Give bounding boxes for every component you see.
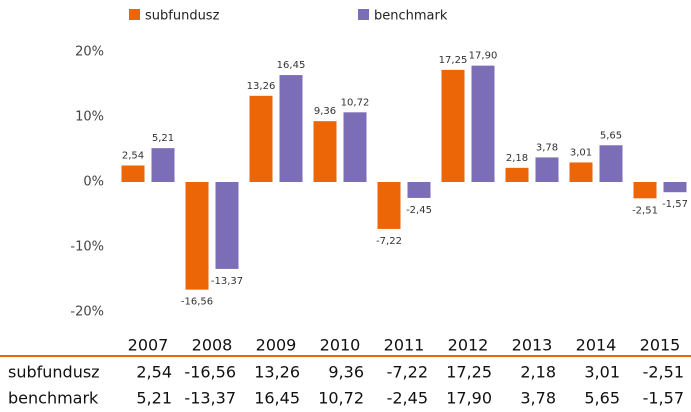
y-tick-label: -10%: [70, 240, 104, 255]
legend-swatch: [129, 9, 140, 20]
table-cell: 3,78: [520, 389, 556, 408]
table-cell: 10,72: [318, 389, 364, 408]
table-cell: -7,22: [387, 363, 428, 382]
bar: [185, 182, 209, 290]
bar: [569, 162, 593, 182]
table-cell: -16,56: [184, 363, 236, 382]
value-label: 9,36: [314, 106, 336, 117]
value-label: -13,37: [211, 276, 243, 287]
bar: [249, 95, 273, 182]
bar: [151, 148, 175, 182]
y-tick-label: -20%: [70, 305, 104, 320]
bar: [279, 75, 303, 182]
value-label: 17,25: [439, 55, 468, 66]
value-label: 17,90: [469, 51, 498, 62]
bar: [377, 182, 401, 229]
table-cell: -2,45: [387, 389, 428, 408]
table-cell: 9,36: [328, 363, 364, 382]
table-cell: 5,65: [584, 389, 620, 408]
value-label: -7,22: [376, 236, 402, 247]
table-cell: -1,57: [643, 389, 684, 408]
table-cell: 2,54: [136, 363, 172, 382]
value-label: 13,26: [247, 81, 276, 92]
value-label: 3,01: [570, 147, 592, 158]
x-tick-label: 2009: [256, 336, 297, 355]
y-tick-label: 20%: [75, 45, 104, 60]
table-cell: -13,37: [184, 389, 236, 408]
value-label: 5,65: [600, 130, 622, 141]
value-label: -16,56: [181, 297, 213, 308]
legend-swatch: [358, 9, 369, 20]
x-tick-label: 2012: [448, 336, 489, 355]
x-tick-label: 2007: [128, 336, 169, 355]
table-cell: 17,25: [446, 363, 492, 382]
value-label: 16,45: [277, 60, 306, 71]
bar: [663, 182, 687, 193]
x-tick-label: 2013: [512, 336, 553, 355]
bar: [215, 182, 239, 269]
value-label: 10,72: [341, 97, 370, 108]
x-tick-label: 2014: [576, 336, 617, 355]
value-label: 5,21: [152, 133, 174, 144]
value-label: -1,57: [662, 199, 688, 210]
value-label: 2,18: [506, 153, 528, 164]
value-label: -2,45: [406, 205, 432, 216]
x-tick-label: 2011: [384, 336, 425, 355]
table-cell: 3,01: [584, 363, 620, 382]
y-tick-label: 10%: [75, 110, 104, 125]
bar: [121, 165, 145, 182]
bar: [633, 182, 657, 199]
bar: [599, 145, 623, 182]
table-cell: 13,26: [254, 363, 300, 382]
table-cell: 5,21: [136, 389, 172, 408]
table-row-label: benchmark: [8, 389, 99, 408]
value-label: 3,78: [536, 142, 558, 153]
bar: [343, 112, 367, 182]
y-tick-label: 0%: [83, 175, 104, 190]
value-label: -2,51: [632, 205, 658, 216]
bar: [535, 157, 559, 182]
x-tick-label: 2010: [320, 336, 361, 355]
bar: [407, 182, 431, 198]
bar: [313, 121, 337, 182]
legend-label: benchmark: [374, 9, 448, 24]
x-tick-label: 2015: [640, 336, 681, 355]
x-tick-label: 2008: [192, 336, 233, 355]
bar: [441, 69, 465, 182]
legend-label: subfundusz: [145, 9, 220, 24]
table-cell: 2,18: [520, 363, 556, 382]
table-cell: 16,45: [254, 389, 300, 408]
table-row-label: subfundusz: [8, 363, 100, 382]
bar: [471, 65, 495, 182]
bar: [505, 167, 529, 182]
table-cell: 17,90: [446, 389, 492, 408]
table-cell: -2,51: [643, 363, 684, 382]
value-label: 2,54: [122, 150, 144, 161]
